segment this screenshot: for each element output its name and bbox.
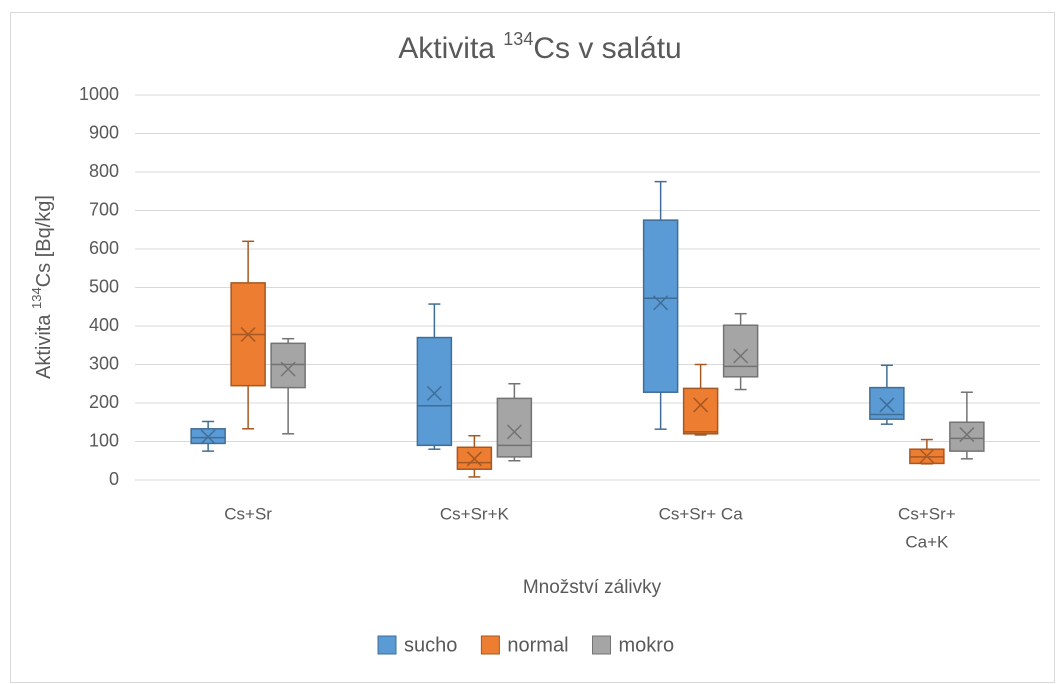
y-axis-label: Aktivita 134Cs [Bq/kg]: [29, 195, 55, 379]
y-tick-label: 600: [89, 238, 119, 258]
y-tick-label: 0: [109, 469, 119, 489]
x-tick-label: Cs+Sr: [224, 504, 272, 523]
y-label-sup: 134: [29, 287, 44, 309]
y-label-text: Aktivita: [33, 309, 55, 379]
legend-label: sucho: [404, 634, 457, 656]
box: [949, 421, 985, 452]
y-tick-label: 800: [89, 161, 119, 181]
legend-swatch: [480, 635, 500, 655]
y-tick-label: 500: [89, 276, 119, 296]
mean-marker: [200, 429, 216, 445]
title-rest: Cs v salátu: [533, 32, 681, 65]
legend-label: mokro: [619, 634, 675, 656]
x-tick-label: Cs+Sr+K: [440, 504, 510, 523]
box: [642, 219, 679, 393]
mean-marker: [733, 348, 749, 364]
mean-marker: [879, 397, 895, 413]
legend-label: normal: [507, 634, 568, 656]
y-tick-label: 200: [89, 392, 119, 412]
y-tick-label: 700: [89, 199, 119, 219]
x-tick-label: Cs+Sr+ Ca: [659, 504, 744, 523]
y-tick-label: 100: [89, 430, 119, 450]
mean-marker: [693, 397, 709, 413]
mean-marker: [240, 326, 256, 343]
x-tick-label: Cs+Sr+: [898, 504, 956, 523]
x-axis-label: Množství zálivky: [523, 577, 662, 598]
title-text: Aktivita: [398, 32, 503, 65]
mean-marker: [919, 448, 935, 464]
box: [270, 342, 306, 389]
mean-marker: [506, 424, 522, 440]
box: [722, 324, 759, 378]
box: [682, 387, 719, 435]
mean-marker: [466, 451, 482, 467]
box: [496, 397, 533, 458]
chart-title: Aktivita 134Cs v salátu: [398, 29, 681, 65]
mean-marker: [426, 385, 442, 401]
chart-border: [10, 12, 1055, 683]
mean-marker: [280, 361, 296, 377]
mean-marker: [653, 295, 669, 311]
legend-swatch: [377, 635, 397, 655]
mean-marker: [959, 427, 975, 443]
y-tick-label: 400: [89, 315, 119, 335]
y-tick-label: 900: [89, 122, 119, 142]
y-label-rest: Cs [Bq/kg]: [33, 195, 55, 287]
box: [416, 336, 453, 447]
legend-swatch: [592, 635, 612, 655]
y-tick-label: 1000: [79, 84, 119, 104]
y-tick-label: 300: [89, 353, 119, 373]
x-tick-label: Ca+K: [905, 532, 949, 551]
title-sup: 134: [503, 29, 533, 49]
